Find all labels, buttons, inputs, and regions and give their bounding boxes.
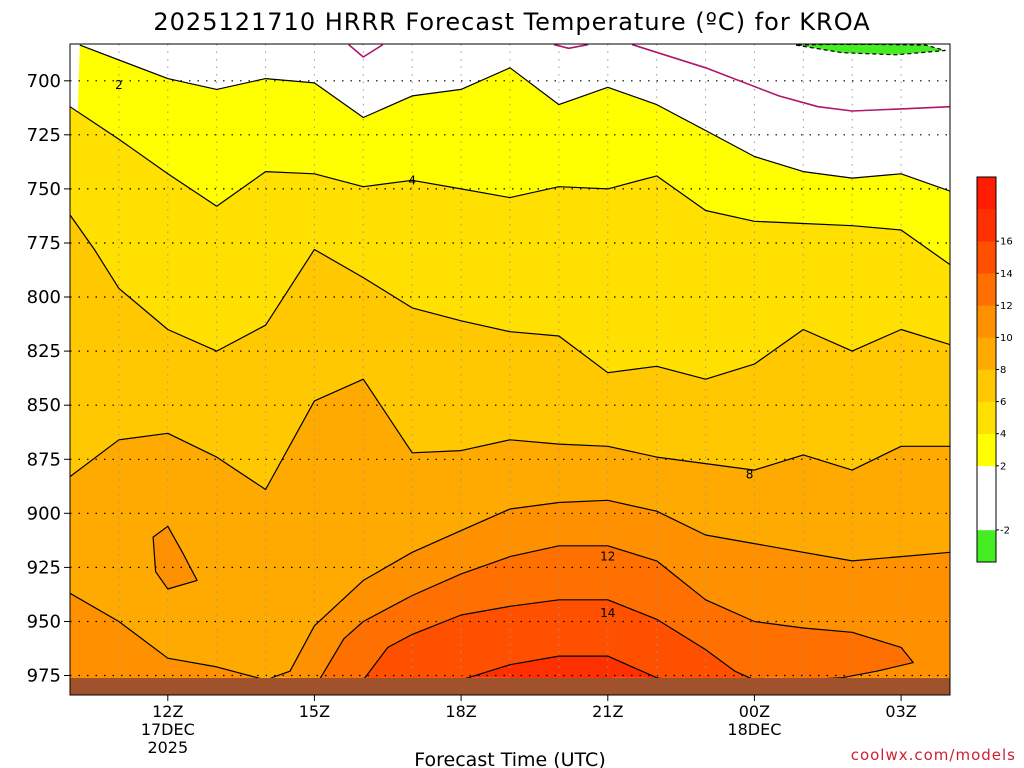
contour-8 (70, 378, 950, 491)
y-axis: 700 725 750 775 800 825 850 875 900 925 950 975 (27, 71, 70, 687)
colorbar-swatch-4 (977, 401, 996, 434)
y-tick-label-925: 925 (27, 557, 61, 578)
ground-terrain-bar (70, 678, 950, 695)
contour-label-2: 2 (115, 78, 123, 92)
x-axis-label: Forecast Time (UTC) (414, 749, 605, 768)
contour-0-left (348, 44, 384, 58)
colorbar-swatch-8 (977, 337, 996, 370)
y-tick-label-700: 700 (27, 71, 61, 92)
watermark-text: coolwx.com/models (851, 746, 1016, 764)
colorbar-label-12: 12 (1000, 301, 1013, 312)
colorbar-swatch-14 (977, 241, 996, 274)
y-tick-label-950: 950 (27, 612, 61, 633)
plot-area: 2 4 8 12 14 (70, 44, 950, 695)
colorbar-swatch--4 (977, 529, 996, 563)
x-tick-label-21Z-1: 21Z (592, 702, 623, 721)
colorbar-swatch-2 (977, 433, 996, 467)
x-tick-label-18Z-1: 18Z (445, 702, 476, 721)
contour-6 (70, 214, 950, 380)
fill-band-10-island (153, 526, 198, 589)
colorbar-swatch--2 (977, 497, 996, 531)
contour-label-4: 4 (408, 173, 416, 187)
contour-4 (70, 106, 950, 266)
y-tick-label-750: 750 (27, 179, 61, 200)
isotherm-lines (70, 44, 950, 681)
contour-0-right (631, 44, 950, 112)
colorbar-label-14: 14 (1000, 269, 1013, 280)
y-tick-label-825: 825 (27, 341, 61, 362)
fill-band-minus-2 (796, 44, 946, 55)
y-tick-label-900: 900 (27, 503, 61, 524)
y-tick-label-875: 875 (27, 449, 61, 470)
colorbar-label-10: 10 (1000, 333, 1013, 344)
contour-label-8: 8 (746, 467, 754, 481)
colorbar-legend: -2 2 4 6 8 10 12 14 16 (976, 176, 1013, 563)
contour-0-center (553, 44, 589, 50)
contour-10-main (70, 499, 950, 681)
colorbar-swatch-18 (977, 177, 996, 210)
colorbar-swatch-6 (977, 369, 996, 402)
colorbar-label-4: 4 (1000, 429, 1006, 440)
y-tick-label-850: 850 (27, 395, 61, 416)
contour-2 (79, 44, 950, 192)
colorbar-label-8: 8 (1000, 365, 1006, 376)
colorbar-label-6: 6 (1000, 397, 1006, 408)
contour-12 (318, 545, 914, 681)
x-tick-label-12Z-3: 2025 (147, 738, 188, 757)
colorbar-swatch-16 (977, 209, 996, 242)
isotherm-labels: 2 4 8 12 14 (115, 78, 754, 620)
x-tick-label-03Z-1: 03Z (885, 702, 916, 721)
x-tick-label-00Z-1: 00Z (739, 702, 770, 721)
y-tick-label-975: 975 (27, 666, 61, 687)
colorbar-swatch-10 (977, 305, 996, 338)
y-tick-label-725: 725 (27, 125, 61, 146)
x-tick-label-12Z-2: 17DEC (141, 720, 195, 739)
colorbar-label--2: -2 (1000, 525, 1010, 536)
contour-label-12: 12 (600, 550, 615, 564)
chart-title: 2025121710 HRRR Forecast Temperature (ºC… (153, 8, 870, 36)
y-tick-label-775: 775 (27, 233, 61, 254)
colorbar-label-2: 2 (1000, 461, 1006, 472)
colorbar-label-16: 16 (1000, 237, 1013, 248)
y-tick-label-800: 800 (27, 287, 61, 308)
colorbar-swatch-0 (977, 465, 996, 499)
colorbar-swatch-12 (977, 273, 996, 306)
contour-16 (460, 655, 667, 681)
contour-label-14: 14 (600, 606, 615, 620)
x-tick-label-15Z-1: 15Z (299, 702, 330, 721)
x-tick-label-12Z-1: 12Z (152, 702, 183, 721)
plot-frame (69, 43, 951, 696)
x-tick-label-00Z-2: 18DEC (727, 720, 781, 739)
contour-10-island (152, 525, 198, 590)
fill-band-16 (461, 656, 667, 680)
contour-14 (362, 599, 755, 681)
